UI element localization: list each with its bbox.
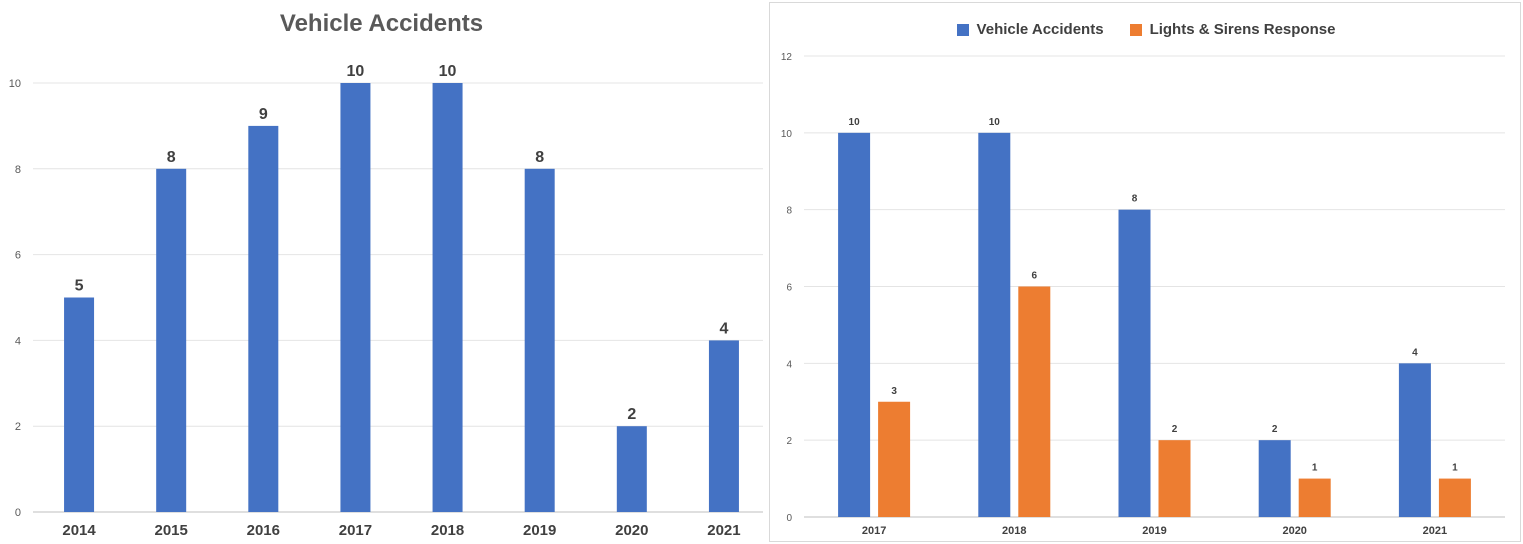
- x-tick-label: 2019: [1142, 525, 1166, 537]
- y-tick-label: 8: [786, 206, 792, 217]
- x-tick-label: 2020: [1282, 525, 1306, 537]
- bar: [340, 83, 371, 512]
- bar: [708, 340, 739, 512]
- x-tick-label: 2014: [62, 522, 96, 539]
- data-label: 6: [1032, 271, 1038, 282]
- y-tick-label: 10: [9, 78, 21, 90]
- x-tick-label: 2021: [707, 522, 740, 539]
- legend-swatch-blue: [956, 23, 969, 36]
- bar: [1118, 209, 1151, 517]
- legend-swatch-orange: [1129, 23, 1142, 36]
- data-label: 2: [1272, 424, 1278, 435]
- data-label: 2: [1172, 424, 1178, 435]
- y-tick-label: 12: [781, 52, 793, 63]
- x-tick-label: 2019: [523, 522, 556, 539]
- bar: [432, 83, 463, 512]
- x-tick-label: 2016: [247, 522, 280, 539]
- data-label: 5: [75, 278, 84, 295]
- y-tick-label: 6: [786, 283, 792, 294]
- bar: [1298, 478, 1331, 517]
- bar: [156, 168, 187, 513]
- data-label: 2: [627, 406, 636, 423]
- bar: [1258, 440, 1291, 517]
- bar: [524, 168, 555, 513]
- data-label: 10: [849, 117, 861, 128]
- y-tick-label: 0: [786, 513, 792, 524]
- bar: [838, 132, 871, 518]
- y-tick-label: 6: [15, 250, 21, 262]
- data-label: 4: [1412, 347, 1418, 358]
- bar: [1398, 363, 1431, 517]
- y-tick-label: 0: [15, 507, 21, 519]
- legend-label: Vehicle Accidents: [976, 21, 1104, 38]
- y-tick-label: 10: [781, 129, 793, 140]
- bar: [64, 297, 95, 512]
- x-tick-label: 2018: [431, 522, 464, 539]
- y-tick-label: 8: [15, 164, 21, 176]
- bar: [878, 401, 911, 517]
- x-tick-label: 2017: [862, 525, 886, 537]
- y-tick-label: 2: [786, 436, 792, 447]
- bar: [978, 132, 1011, 518]
- legend-item-vehicle-accidents: Vehicle Accidents: [956, 21, 1104, 38]
- data-label: 8: [535, 149, 544, 166]
- x-tick-label: 2017: [339, 522, 372, 539]
- panel-divider: [763, 0, 769, 544]
- data-label: 4: [719, 320, 728, 337]
- data-label: 3: [891, 386, 897, 397]
- bar: [248, 125, 279, 513]
- chart-title: Vehicle Accidents: [279, 10, 484, 37]
- data-label: 10: [347, 63, 365, 80]
- x-tick-label: 2020: [615, 522, 648, 539]
- bar: [616, 426, 647, 512]
- bar: [1018, 286, 1051, 517]
- data-label: 8: [167, 149, 176, 166]
- y-tick-label: 2: [15, 421, 21, 433]
- data-label: 10: [439, 63, 457, 80]
- data-label: 8: [1132, 194, 1138, 205]
- data-label: 1: [1312, 463, 1318, 474]
- data-label: 1: [1452, 463, 1458, 474]
- legend: Vehicle Accidents Lights & Sirens Respon…: [770, 21, 1522, 38]
- chart-panel-right: Vehicle Accidents Lights & Sirens Respon…: [769, 2, 1521, 542]
- x-tick-label: 2021: [1423, 525, 1447, 537]
- bar: [1438, 478, 1471, 517]
- data-label: 9: [259, 106, 268, 123]
- chart-right-svg: 0 2 4 6 8 10 12 2017 10 3 2018 10 6 2019 8 2 2020 2 1 2021 4…: [781, 52, 1505, 537]
- legend-label: Lights & Sirens Response: [1149, 21, 1336, 38]
- bar: [1158, 440, 1191, 517]
- chart-panel-left: Vehicle Accidents 0 2 4 6 8 10 2014 5 2015 8 2016 9…: [8, 10, 763, 539]
- chart-left-svg: 0 2 4 6 8 10 2014 5 2015 8 2016 9 2017 10 2018 10 2019 8 2…: [9, 63, 763, 539]
- x-tick-label: 2015: [155, 522, 188, 539]
- legend-item-lights-sirens: Lights & Sirens Response: [1129, 21, 1336, 38]
- y-tick-label: 4: [15, 335, 21, 347]
- x-tick-label: 2018: [1002, 525, 1026, 537]
- y-tick-label: 4: [786, 359, 792, 370]
- data-label: 10: [989, 117, 1001, 128]
